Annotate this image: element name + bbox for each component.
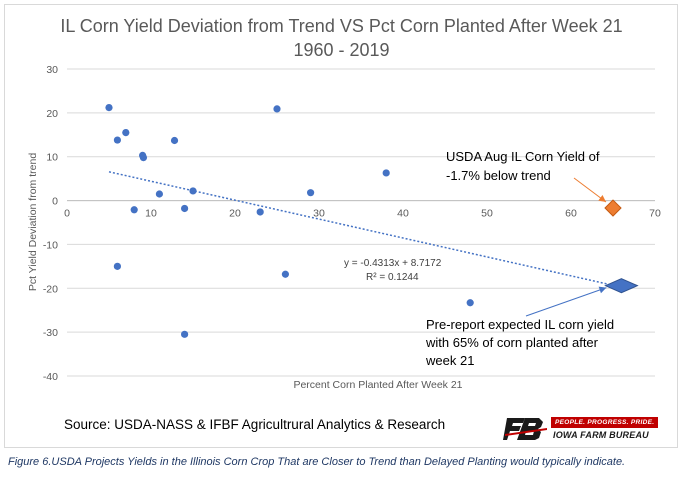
pre-report-annotation: Pre-report expected IL corn yield	[426, 317, 614, 332]
chart-title-line2: 1960 - 2019	[293, 40, 390, 60]
data-point	[181, 330, 189, 338]
y-tick-label: 10	[46, 152, 58, 164]
y-tick-label: 30	[46, 64, 58, 76]
iowa-farm-bureau-logo: PEOPLE. PROGRESS. PRIDE. IOWA FARM BUREA…	[503, 414, 663, 444]
data-point	[256, 208, 264, 216]
x-tick-label: 10	[145, 208, 157, 220]
chart-frame	[4, 4, 678, 448]
y-tick-label: 20	[46, 108, 58, 120]
data-point	[181, 204, 189, 213]
annotation-arrows	[525, 177, 607, 317]
trend-r-squared: R² = 0.1244	[366, 272, 419, 283]
x-tick-label: 30	[313, 208, 325, 220]
data-point	[189, 187, 197, 195]
x-axis-label: Percent Corn Planted After Week 21	[293, 379, 462, 391]
y-tick-label: 0	[52, 196, 58, 208]
data-point	[113, 136, 121, 144]
x-tick-label: 50	[481, 208, 493, 220]
data-point	[130, 206, 138, 214]
x-tick-label: 40	[397, 208, 409, 220]
y-tick-label: -20	[43, 283, 58, 295]
logo-name: IOWA FARM BUREAU	[553, 430, 649, 440]
chart-title: IL Corn Yield Deviation from Trend VS Pc…	[0, 14, 683, 62]
highlight-markers	[604, 199, 639, 294]
data-point	[382, 169, 390, 177]
trend-equation: y = -0.4313x + 8.7172	[344, 258, 442, 269]
y-tick-label: -10	[43, 239, 58, 251]
figure-caption: Figure 6.USDA Projects Yields in the Ill…	[8, 456, 626, 468]
chart-title-line1: IL Corn Yield Deviation from Trend VS Pc…	[60, 16, 623, 36]
data-point	[139, 153, 148, 162]
usda-aug-annotation: USDA Aug IL Corn Yield of	[446, 149, 600, 164]
source-note: Source: USDA-NASS & IFBF Agricultrural A…	[64, 417, 446, 432]
x-tick-label: 60	[565, 208, 577, 220]
data-point	[170, 136, 179, 145]
y-axis-label: Pct Yield Deviation from trend	[27, 153, 39, 291]
usda-aug-annotation: -1.7% below trend	[446, 168, 551, 183]
y-tick-labels: 30 20 10 0 -10 -20 -30 -40	[43, 64, 58, 383]
annotations: USDA Aug IL Corn Yield of -1.7% below tre…	[425, 149, 614, 368]
pre-report-marker	[604, 278, 639, 294]
x-tick-label: 20	[229, 208, 241, 220]
data-point	[155, 190, 163, 198]
pre-report-annotation: week 21	[425, 353, 474, 368]
pre-report-annotation: with 65% of corn planted after	[425, 335, 599, 350]
data-point	[273, 105, 281, 113]
logo-tagline: PEOPLE. PROGRESS. PRIDE.	[551, 417, 659, 428]
x-tick-label: 70	[649, 208, 661, 220]
x-tick-labels: 0 10 20 30 40 50 60 70	[64, 208, 661, 220]
data-point	[113, 262, 121, 270]
fb-logo-icon	[503, 418, 547, 440]
data-point	[307, 189, 315, 197]
usda-aug-marker	[604, 199, 622, 217]
data-point	[466, 299, 474, 307]
pre-report-arrow	[525, 286, 607, 317]
x-tick-label: 0	[64, 208, 70, 220]
trendline	[108, 171, 622, 288]
data-point	[281, 270, 289, 278]
usda-aug-arrow	[573, 177, 607, 203]
y-tick-label: -30	[43, 327, 58, 339]
data-point	[105, 103, 113, 112]
y-tick-label: -40	[43, 371, 58, 383]
data-points	[105, 103, 474, 338]
data-point	[122, 128, 130, 137]
